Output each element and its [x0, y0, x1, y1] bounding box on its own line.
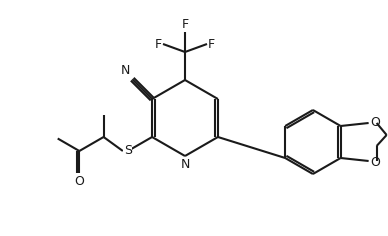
Text: N: N — [180, 158, 190, 171]
Text: F: F — [182, 18, 189, 31]
Text: N: N — [121, 64, 130, 77]
Text: O: O — [371, 115, 381, 128]
Text: F: F — [155, 38, 162, 51]
Text: O: O — [371, 156, 381, 169]
Text: S: S — [124, 144, 132, 157]
Text: F: F — [208, 38, 215, 51]
Text: O: O — [74, 175, 84, 188]
